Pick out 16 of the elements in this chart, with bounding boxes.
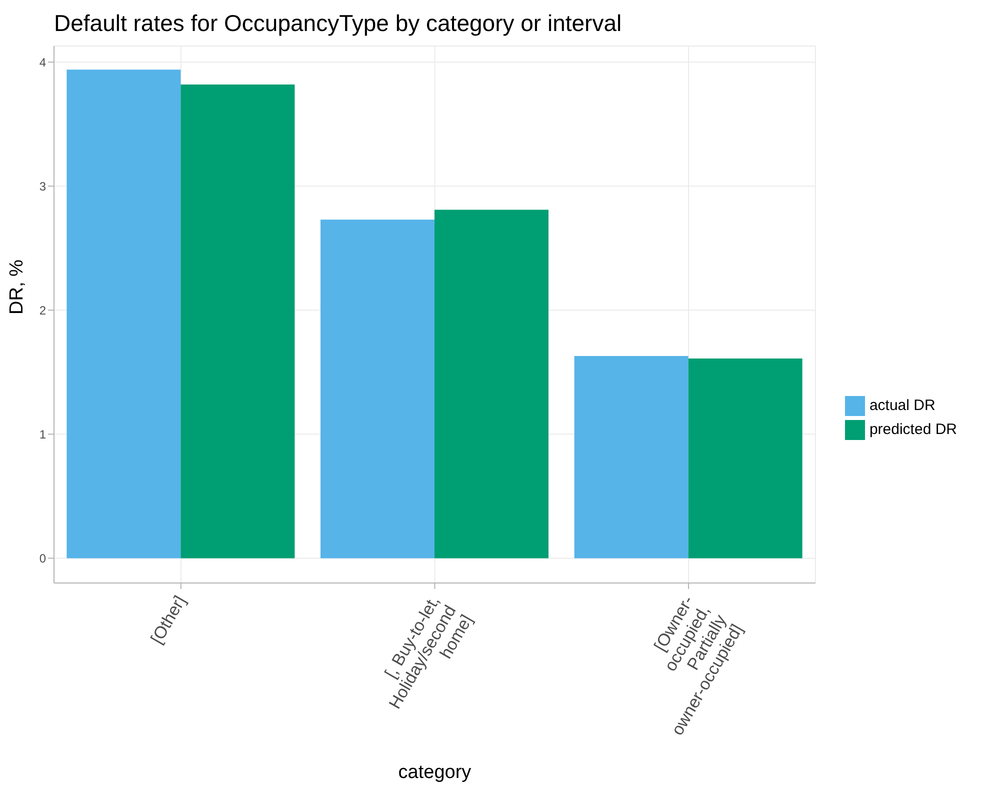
- y-tick-label: 0: [39, 551, 46, 566]
- bar: [434, 210, 549, 558]
- chart-title: Default rates for OccupancyType by category or interval: [53, 9, 623, 38]
- y-axis-title: DR, %: [6, 260, 28, 314]
- bar: [320, 220, 435, 558]
- y-tick-label: 3: [39, 179, 46, 194]
- legend-label: predicted DR: [869, 421, 957, 438]
- bar: [574, 356, 688, 558]
- bar: [688, 358, 802, 558]
- bar: [66, 70, 181, 558]
- y-tick-label: 1: [39, 427, 46, 442]
- y-tick-label: 2: [39, 303, 46, 318]
- x-axis-title: category: [398, 762, 472, 783]
- bar: [180, 84, 295, 558]
- legend-label: actual DR: [869, 397, 936, 414]
- y-tick-label: 4: [39, 55, 46, 70]
